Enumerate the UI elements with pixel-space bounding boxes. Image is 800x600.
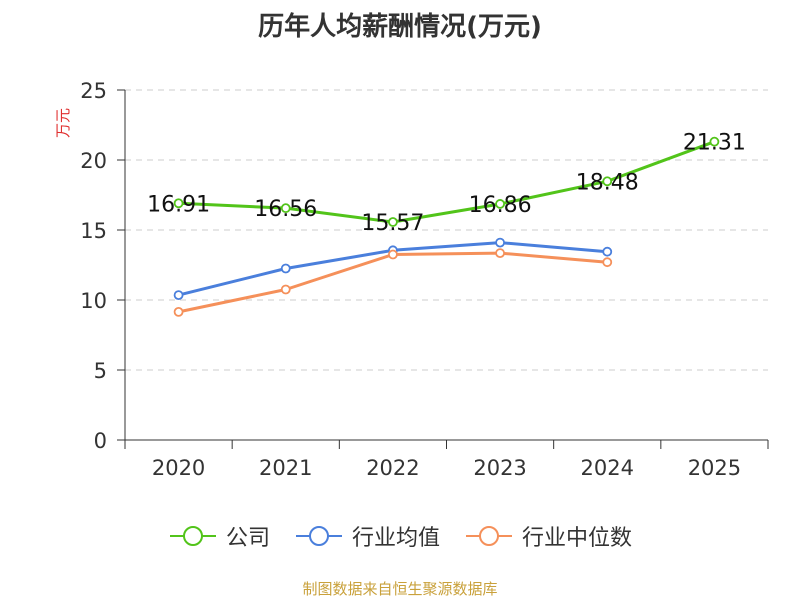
data-label: 18.48: [576, 170, 639, 195]
x-tick-label: 2022: [366, 456, 419, 480]
legend-item[interactable]: 公司: [168, 520, 270, 552]
x-tick-label: 2024: [581, 456, 634, 480]
chart-title: 历年人均薪酬情况(万元): [258, 12, 542, 42]
data-point: [173, 306, 184, 317]
data-point: [173, 290, 184, 301]
legend-marker-icon: [169, 526, 216, 546]
legend-label: 行业中位数: [522, 526, 633, 551]
legend-item[interactable]: 行业均值: [294, 520, 440, 552]
data-label: 21.31: [683, 131, 746, 156]
data-point: [280, 284, 291, 295]
y-tick-label: 25: [80, 79, 107, 103]
y-tick-label: 5: [94, 359, 107, 383]
data-label: 16.91: [147, 192, 210, 217]
series-lines: [173, 136, 720, 317]
data-point: [602, 246, 613, 257]
data-point: [280, 203, 291, 214]
x-tick-label: 2021: [259, 456, 312, 480]
x-tick-label: 2025: [688, 456, 741, 480]
data-labels: 16.91 16.56 15.57 16.86 18.48 21.31: [147, 131, 746, 236]
legend-marker-icon: [466, 526, 512, 546]
data-point: [495, 248, 505, 259]
data-point: [495, 237, 505, 248]
y-tick-label: 20: [80, 149, 107, 173]
x-tick-label: 2020: [152, 456, 205, 480]
legend: 公司 行业均值 行业中位数: [0, 520, 800, 552]
legend-label: 公司: [225, 526, 270, 551]
y-tick-label: 15: [80, 219, 107, 243]
legend-label: 行业均值: [351, 526, 440, 551]
y-tick-label: 10: [80, 289, 107, 313]
data-point: [388, 217, 398, 227]
data-label: 15.57: [361, 211, 424, 236]
data-point: [280, 263, 291, 274]
series-line-0: [178, 140, 715, 224]
data-label: 16.56: [254, 197, 317, 222]
data-point: [388, 249, 398, 260]
data-point: [173, 198, 184, 209]
source-footer: 制图数据来自恒生聚源数据库: [302, 580, 498, 598]
data-label: 16.86: [469, 193, 532, 218]
y-tick-label: 0: [94, 429, 107, 453]
grid-lines: [125, 89, 768, 371]
x-tick-label: 2023: [473, 456, 526, 480]
legend-marker-icon: [295, 526, 342, 546]
y-axis-title: 万元: [54, 108, 72, 138]
data-point: [602, 257, 613, 268]
data-point: [709, 136, 720, 147]
data-point: [495, 199, 505, 209]
data-point: [602, 176, 613, 187]
series-line-2: [178, 251, 608, 314]
legend-item[interactable]: 行业中位数: [464, 520, 632, 552]
